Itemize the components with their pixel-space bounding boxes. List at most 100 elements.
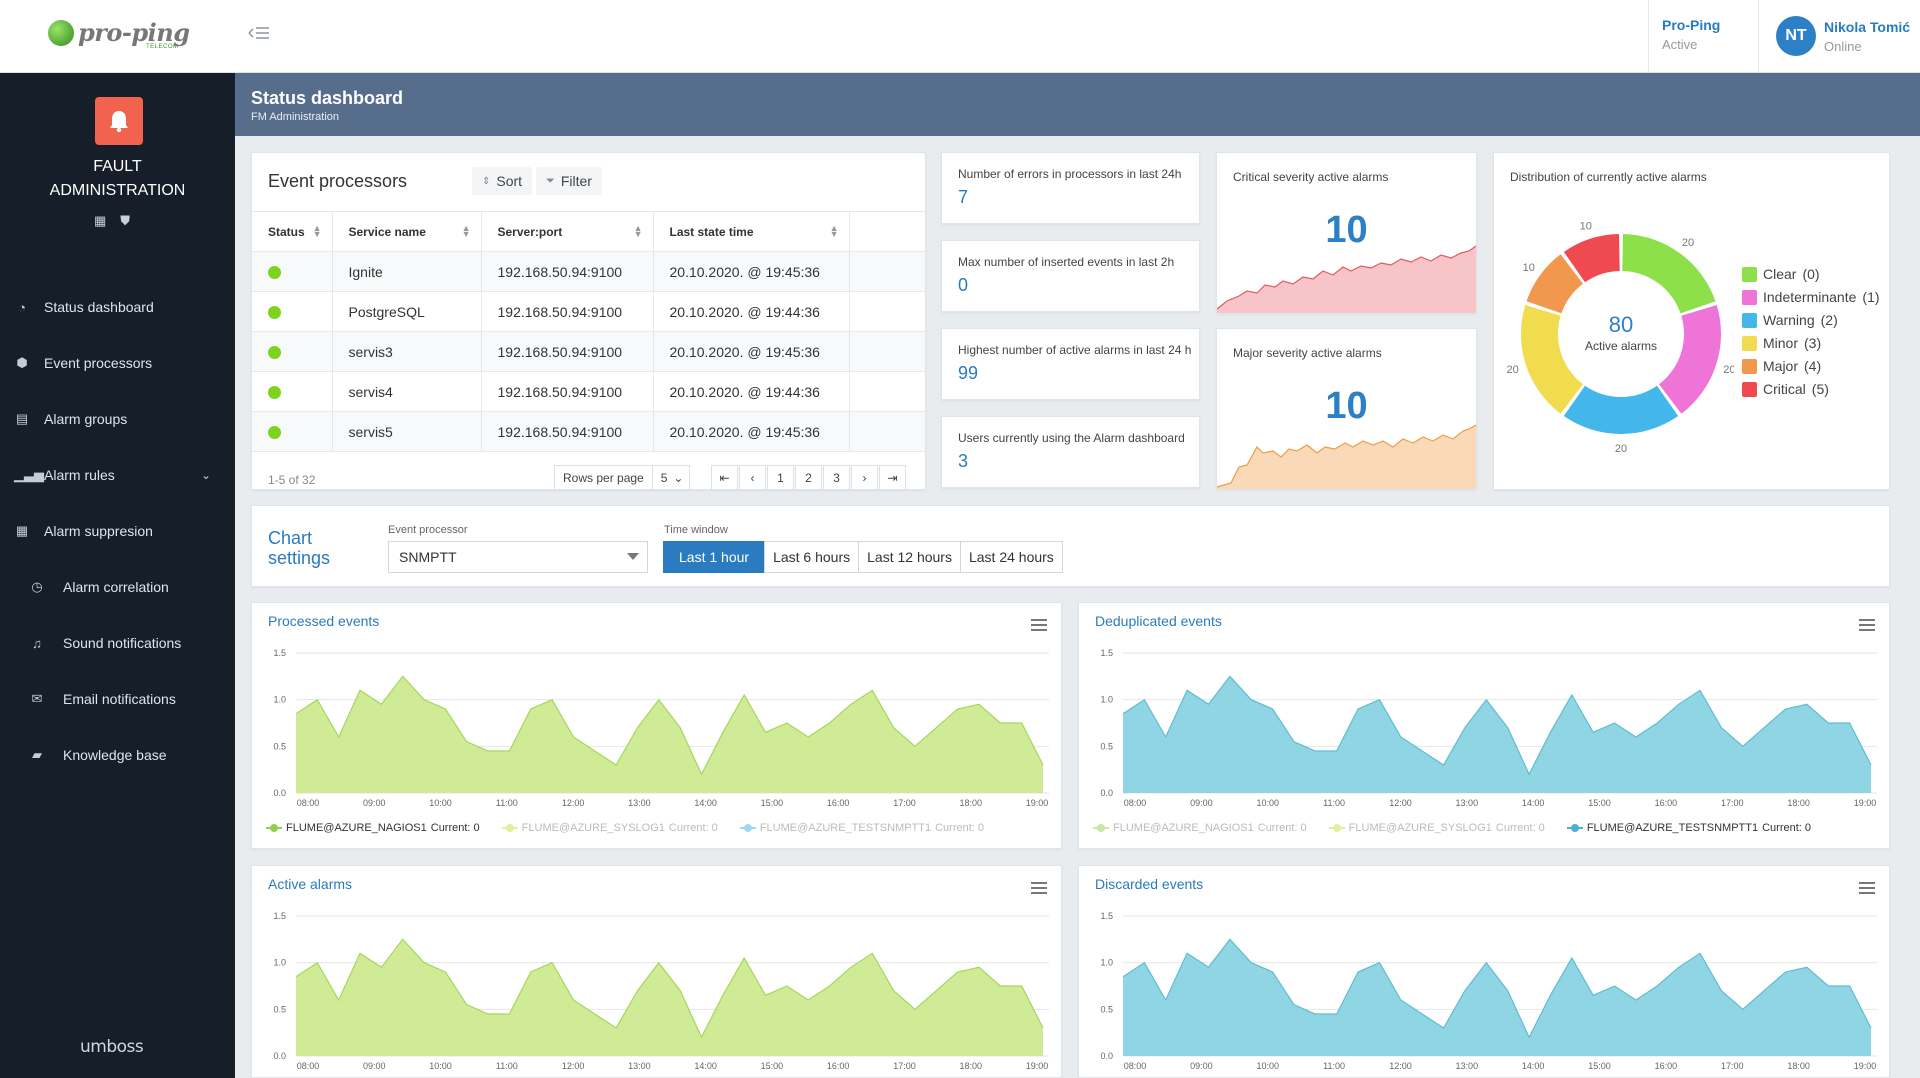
first-page-button[interactable]: ⇤ bbox=[711, 465, 738, 491]
page-button-2[interactable]: 2 bbox=[795, 465, 822, 491]
sidebar-item-email-notifications[interactable]: ✉ Email notifications bbox=[0, 679, 235, 719]
area-series[interactable] bbox=[1123, 939, 1871, 1056]
legend-item[interactable]: FLUME@AZURE_NAGIOS1 Current: 0 bbox=[1093, 822, 1307, 834]
bell-icon: ♫ bbox=[32, 635, 42, 651]
table-row[interactable]: servis5 192.168.50.94:9100 20.10.2020. @… bbox=[252, 411, 925, 452]
legend-label: Indeterminante bbox=[1763, 289, 1857, 305]
donut-slice-warning[interactable] bbox=[1563, 385, 1679, 434]
table-row[interactable]: servis3 192.168.50.94:9100 20.10.2020. @… bbox=[252, 331, 925, 372]
rows-per-page-select[interactable]: 5 ⌄ bbox=[651, 466, 690, 490]
page-button-1[interactable]: 1 bbox=[767, 465, 794, 491]
legend-item[interactable]: FLUME@AZURE_NAGIOS1 Current: 0 bbox=[266, 822, 480, 834]
x-tick-label: 14:00 bbox=[1522, 798, 1545, 808]
hamburger-menu-icon[interactable] bbox=[1859, 619, 1875, 634]
user-menu[interactable]: NT Nikola Tomić Online bbox=[1776, 16, 1910, 56]
x-tick-label: 13:00 bbox=[1456, 1061, 1479, 1071]
table-row[interactable]: servis4 192.168.50.94:9100 20.10.2020. @… bbox=[252, 371, 925, 412]
hamburger-menu-icon[interactable] bbox=[1031, 619, 1047, 634]
y-tick-label: 0.0 bbox=[273, 1051, 286, 1061]
active-alarms-chart-card: Active alarms 1.5 1.0 0.5 0.0 08:00 09:00 10:0… bbox=[251, 865, 1062, 1078]
grid-icon[interactable]: ▦ bbox=[94, 213, 107, 228]
sidebar-item-sound-notifications[interactable]: ♫ Sound notifications bbox=[0, 623, 235, 663]
sidebar-item-event-processors[interactable]: ⬢ Event processors bbox=[0, 343, 235, 383]
time-window-12h[interactable]: Last 12 hours bbox=[858, 541, 961, 573]
chart-settings-title: Chart settings bbox=[268, 528, 330, 568]
x-tick-label: 18:00 bbox=[959, 798, 982, 808]
shield-icon[interactable]: ⛊ bbox=[120, 213, 131, 228]
event-processor-select[interactable]: SNMPTT bbox=[388, 541, 648, 573]
legend-item-minor[interactable]: Minor (3) bbox=[1742, 335, 1821, 351]
x-tick-label: 10:00 bbox=[1256, 1061, 1279, 1071]
legend-current: Current: 0 bbox=[935, 822, 985, 834]
sort-button[interactable]: ⇕ Sort bbox=[472, 167, 533, 195]
column-header-status[interactable]: Status ▲ ▼ bbox=[252, 211, 333, 252]
legend-item[interactable]: FLUME@AZURE_SYSLOG1 Current: 0 bbox=[1328, 822, 1545, 834]
donut-slice-indeterminante[interactable] bbox=[1659, 305, 1721, 414]
legend-name: FLUME@AZURE_TESTSNMPTT1 bbox=[759, 822, 932, 834]
empty-cell bbox=[849, 331, 925, 372]
x-tick-label: 17:00 bbox=[1721, 1061, 1744, 1071]
status-dot-icon bbox=[268, 426, 281, 440]
area-series[interactable] bbox=[1123, 676, 1871, 793]
chevron-down-icon[interactable]: ⌄ bbox=[200, 468, 211, 482]
sidebar-item-status-dashboard[interactable]: ◔ Status dashboard bbox=[0, 287, 235, 327]
column-header-last-state-time[interactable]: Last state time ▲ ▼ bbox=[653, 211, 850, 252]
legend-item-warning[interactable]: Warning (2) bbox=[1742, 312, 1838, 328]
organization-switcher[interactable]: Pro-Ping Active bbox=[1662, 17, 1720, 52]
x-tick-label: 18:00 bbox=[959, 1061, 982, 1071]
status-cell bbox=[252, 371, 333, 412]
donut-slice-major[interactable] bbox=[1526, 254, 1583, 314]
sidebar-item-alarm-correlation[interactable]: ◷ Alarm correlation bbox=[0, 567, 235, 607]
legend-item[interactable]: FLUME@AZURE_TESTSNMPTT1 Current: 0 bbox=[1566, 822, 1811, 834]
donut-slice-clear[interactable] bbox=[1622, 234, 1716, 314]
donut-center-label: Active alarms bbox=[1585, 339, 1657, 353]
pro-ping-logo[interactable]: pro-ping TELECOM bbox=[48, 18, 190, 50]
sidebar-item-alarm-suppresion[interactable]: ▦ Alarm suppresion bbox=[0, 511, 235, 551]
legend-count: (3) bbox=[1804, 335, 1822, 351]
x-tick-label: 16:00 bbox=[1655, 1061, 1678, 1071]
legend-item-clear[interactable]: Clear (0) bbox=[1742, 266, 1820, 282]
deduplicated-events-chart-card: Deduplicated events 1.5 1.0 0.5 0.0 08:00 09:… bbox=[1078, 602, 1890, 849]
time-window-1h[interactable]: Last 1 hour bbox=[663, 541, 766, 573]
legend-item-indeterminante[interactable]: Indeterminante (1) bbox=[1742, 289, 1880, 305]
area-series[interactable] bbox=[296, 676, 1043, 793]
legend-item-critical[interactable]: Critical (5) bbox=[1742, 381, 1829, 397]
column-header-service-name[interactable]: Service name ▲ ▼ bbox=[332, 211, 482, 252]
area-series[interactable] bbox=[296, 939, 1043, 1056]
legend-item[interactable]: FLUME@AZURE_SYSLOG1 Current: 0 bbox=[501, 822, 718, 834]
table-row[interactable]: PostgreSQL 192.168.50.94:9100 20.10.2020… bbox=[252, 291, 925, 332]
donut-slice-critical[interactable] bbox=[1563, 234, 1620, 283]
sort-arrows-icon: ▲ ▼ bbox=[461, 223, 471, 239]
module-title-line-1: FAULT bbox=[93, 158, 142, 175]
prev-page-button[interactable]: ‹ bbox=[739, 465, 766, 491]
globe-logo-icon bbox=[48, 19, 74, 46]
sort-arrows-icon: ▲ ▼ bbox=[312, 223, 322, 239]
time-cell: 20.10.2020. @ 19:45:36 bbox=[653, 331, 850, 372]
hamburger-menu-icon[interactable] bbox=[1031, 882, 1047, 897]
legend-label: Major bbox=[1763, 358, 1799, 374]
empty-cell bbox=[849, 371, 925, 412]
legend-item[interactable]: FLUME@AZURE_TESTSNMPTT1 Current: 0 bbox=[739, 822, 985, 834]
legend-item-major[interactable]: Major (4) bbox=[1742, 358, 1821, 374]
sidebar-item-alarm-groups[interactable]: ▤ Alarm groups bbox=[0, 399, 235, 439]
gauge-icon: ◔ bbox=[18, 299, 26, 315]
time-window-6h[interactable]: Last 6 hours bbox=[764, 541, 860, 573]
legend-count: (1) bbox=[1862, 289, 1880, 305]
column-header-server-port[interactable]: Server:port ▲ ▼ bbox=[481, 211, 654, 252]
hamburger-menu-icon[interactable] bbox=[1859, 882, 1875, 897]
y-tick-label: 1.0 bbox=[273, 695, 286, 705]
sidebar-item-alarm-rules[interactable]: ▁▃▅ Alarm rules ⌄ bbox=[0, 455, 235, 495]
filter-button[interactable]: ⏷ Filter bbox=[536, 167, 602, 195]
legend-count: (0) bbox=[1802, 266, 1820, 282]
page-button-3[interactable]: 3 bbox=[823, 465, 850, 491]
last-page-button[interactable]: ⇥ bbox=[879, 465, 906, 491]
table-row[interactable]: Ignite 192.168.50.94:9100 20.10.2020. @ … bbox=[252, 251, 925, 292]
legend-name: FLUME@AZURE_TESTSNMPTT1 bbox=[1586, 822, 1759, 834]
status-cell bbox=[252, 331, 333, 372]
time-window-24h[interactable]: Last 24 hours bbox=[959, 541, 1063, 573]
collapse-menu-icon[interactable] bbox=[248, 25, 272, 47]
server-cell: 192.168.50.94:9100 bbox=[481, 251, 654, 292]
sidebar-item-knowledge-base[interactable]: ▰ Knowledge base bbox=[0, 735, 235, 775]
next-page-button[interactable]: › bbox=[851, 465, 878, 491]
donut-slice-minor[interactable] bbox=[1521, 305, 1583, 414]
